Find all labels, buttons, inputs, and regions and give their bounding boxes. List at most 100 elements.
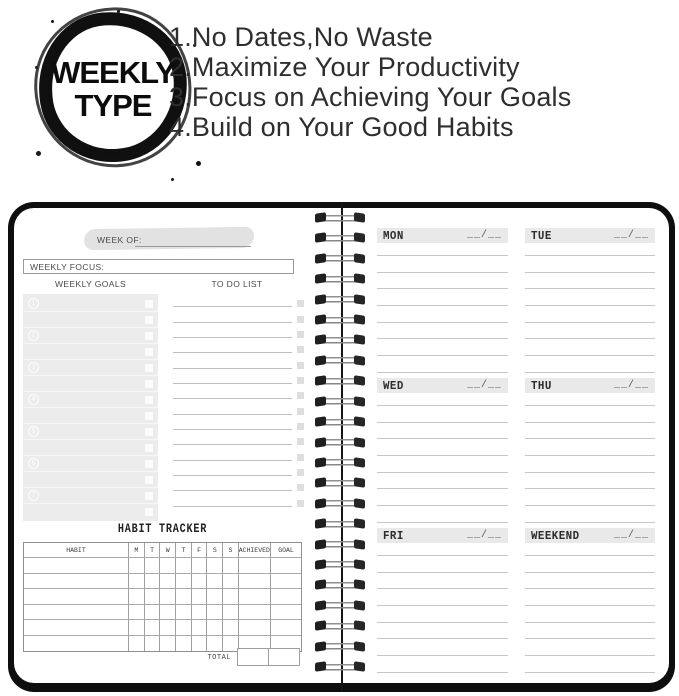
goal-row xyxy=(23,344,158,360)
weekly-focus-box: WEEKLY FOCUS: xyxy=(23,259,294,274)
habit-cell xyxy=(175,619,191,635)
habit-cell xyxy=(143,603,160,620)
habit-cell xyxy=(175,634,191,651)
habit-cell xyxy=(222,619,238,635)
habit-cell xyxy=(128,572,144,589)
day-lines xyxy=(525,243,655,373)
ruled-line xyxy=(525,339,655,356)
habit-cell xyxy=(206,603,223,620)
habit-cell xyxy=(269,619,302,635)
habit-cell xyxy=(128,634,144,651)
goal-row-spacer xyxy=(28,511,39,512)
day-label: WED xyxy=(383,378,404,393)
goal-row xyxy=(23,504,158,519)
day-section-wed: WED __/__ xyxy=(377,378,508,523)
spiral-ring xyxy=(315,252,365,265)
spiral-ring xyxy=(315,436,365,449)
todo-ruled-line xyxy=(173,460,292,476)
habit-cell xyxy=(237,619,270,635)
day-lines xyxy=(377,543,508,673)
todo-row xyxy=(173,338,304,354)
day-section-weekend: WEEKEND __/__ xyxy=(525,528,655,673)
ruled-line xyxy=(377,623,508,640)
goal-row xyxy=(23,376,158,392)
todo-row xyxy=(173,323,304,338)
habit-cell xyxy=(128,619,144,635)
day-header: THU __/__ xyxy=(525,378,655,393)
day-date-blank: __/__ xyxy=(466,530,502,541)
day-header: FRI __/__ xyxy=(377,528,508,543)
spiral-ring xyxy=(315,375,365,388)
ruled-line xyxy=(377,639,508,656)
todo-checkbox xyxy=(297,330,304,338)
ruled-line xyxy=(377,273,508,290)
habit-cell xyxy=(269,603,302,620)
goal-checkbox xyxy=(145,299,153,308)
goal-checkbox xyxy=(145,411,153,420)
todo-row xyxy=(173,292,304,308)
habit-cell xyxy=(206,634,223,651)
day-date-blank: __/__ xyxy=(466,380,502,391)
ruled-line xyxy=(377,556,508,573)
ruled-line xyxy=(525,489,655,506)
ruled-line xyxy=(525,289,655,306)
habit-cell xyxy=(237,588,270,604)
habit-column-header: T xyxy=(175,543,191,557)
todo-row xyxy=(173,415,304,430)
ruled-line xyxy=(377,356,508,373)
todo-checkbox xyxy=(297,346,304,354)
todo-ruled-line xyxy=(173,475,292,492)
stamp-title-line2: TYPE xyxy=(74,88,153,123)
goal-number-badge: 4 xyxy=(28,394,39,405)
day-lines xyxy=(377,243,508,373)
spiral-ring xyxy=(315,599,365,612)
todo-row xyxy=(173,384,304,400)
feature-list: 1.No Dates,No Waste 2.Maximize Your Produ… xyxy=(169,22,571,142)
todo-row xyxy=(173,307,304,323)
goal-row-spacer xyxy=(28,447,39,448)
ruled-line xyxy=(377,323,508,340)
day-label: TUE xyxy=(531,228,552,243)
ruled-line xyxy=(525,323,655,340)
ruled-line xyxy=(377,256,508,273)
todo-checkbox xyxy=(297,468,304,476)
day-section-thu: THU __/__ xyxy=(525,378,655,523)
ruled-line xyxy=(377,306,508,323)
day-header: MON __/__ xyxy=(377,228,508,243)
spiral-ring xyxy=(315,232,365,245)
habit-cell xyxy=(190,603,207,620)
habit-tracker-total-row: TOTAL xyxy=(23,648,302,667)
todo-checkbox xyxy=(297,300,304,308)
habit-cell xyxy=(222,588,238,604)
weekly-focus-label: WEEKLY FOCUS: xyxy=(30,261,105,272)
habit-cell xyxy=(206,619,223,635)
ruled-line xyxy=(525,356,655,373)
habit-cell xyxy=(24,634,128,651)
ruled-line xyxy=(525,423,655,440)
ruled-line xyxy=(377,573,508,590)
day-label: WEEKEND xyxy=(531,528,580,543)
habit-cell xyxy=(237,557,270,573)
todo-row xyxy=(173,430,304,446)
total-label: TOTAL xyxy=(207,654,231,662)
day-label: THU xyxy=(531,378,552,393)
ruled-line xyxy=(377,589,508,606)
goal-row-spacer xyxy=(28,479,39,480)
habit-column-header: GOAL xyxy=(269,543,301,557)
habit-cell xyxy=(128,557,144,573)
weekly-goals-panel: 1 2 3 4 5 6 7 xyxy=(23,294,158,521)
goal-row: 5 xyxy=(23,424,158,440)
week-of-blank-line xyxy=(135,246,251,247)
spiral-ring xyxy=(315,334,365,347)
goal-checkbox xyxy=(145,491,153,500)
habit-tracker-table: HABIT M T W T F S S ACHIEVED GOAL xyxy=(23,542,302,652)
goal-row: 3 xyxy=(23,360,158,376)
habit-cell xyxy=(190,619,207,635)
habit-cell xyxy=(143,572,160,589)
total-goal-cell xyxy=(268,648,300,666)
habit-cell xyxy=(159,572,176,589)
habit-cell xyxy=(159,588,176,604)
todo-ruled-line xyxy=(173,444,292,461)
day-header: WED __/__ xyxy=(377,378,508,393)
habit-cell xyxy=(206,588,223,604)
